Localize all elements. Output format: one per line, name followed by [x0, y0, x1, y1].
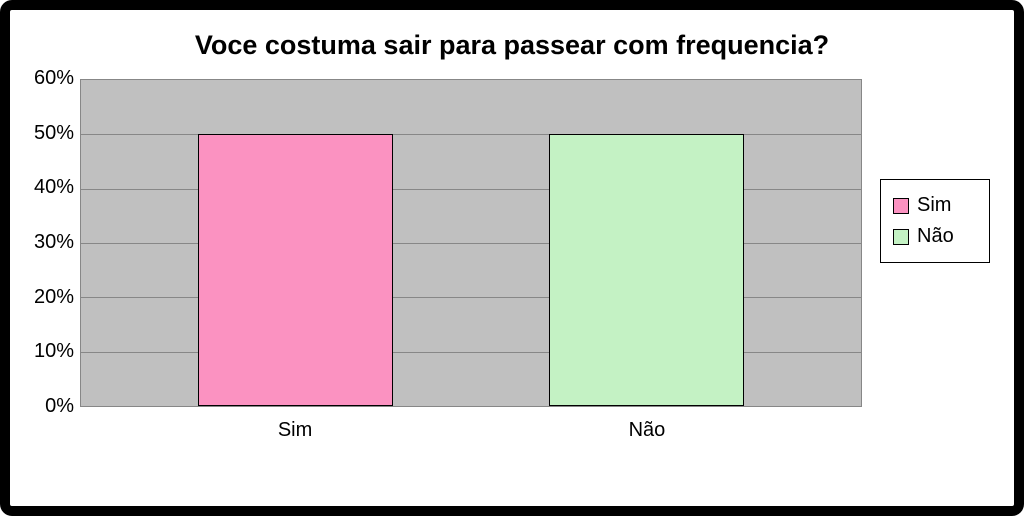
legend-swatch	[893, 198, 909, 214]
chart-title: Voce costuma sair para passear com frequ…	[34, 30, 990, 61]
bar-não	[549, 134, 744, 406]
legend-label: Sim	[917, 194, 951, 217]
plot-column: Sim Não	[80, 79, 862, 459]
legend-swatch	[893, 229, 909, 245]
x-label: Sim	[278, 419, 312, 442]
chart-body: 60% 50% 40% 30% 20% 10% 0% Sim Não Sim	[34, 79, 990, 459]
plot-wrap: 60% 50% 40% 30% 20% 10% 0% Sim Não	[34, 79, 862, 459]
legend: Sim Não	[880, 179, 990, 263]
bars-layer	[81, 80, 861, 406]
bar-sim	[198, 134, 393, 406]
plot-area	[80, 79, 862, 407]
x-axis: Sim Não	[80, 419, 862, 445]
y-axis: 60% 50% 40% 30% 20% 10% 0%	[34, 79, 80, 407]
legend-label: Não	[917, 225, 954, 248]
legend-item: Sim	[893, 190, 977, 221]
chart-frame: Voce costuma sair para passear com frequ…	[0, 0, 1024, 516]
legend-item: Não	[893, 221, 977, 252]
x-label: Não	[629, 419, 666, 442]
